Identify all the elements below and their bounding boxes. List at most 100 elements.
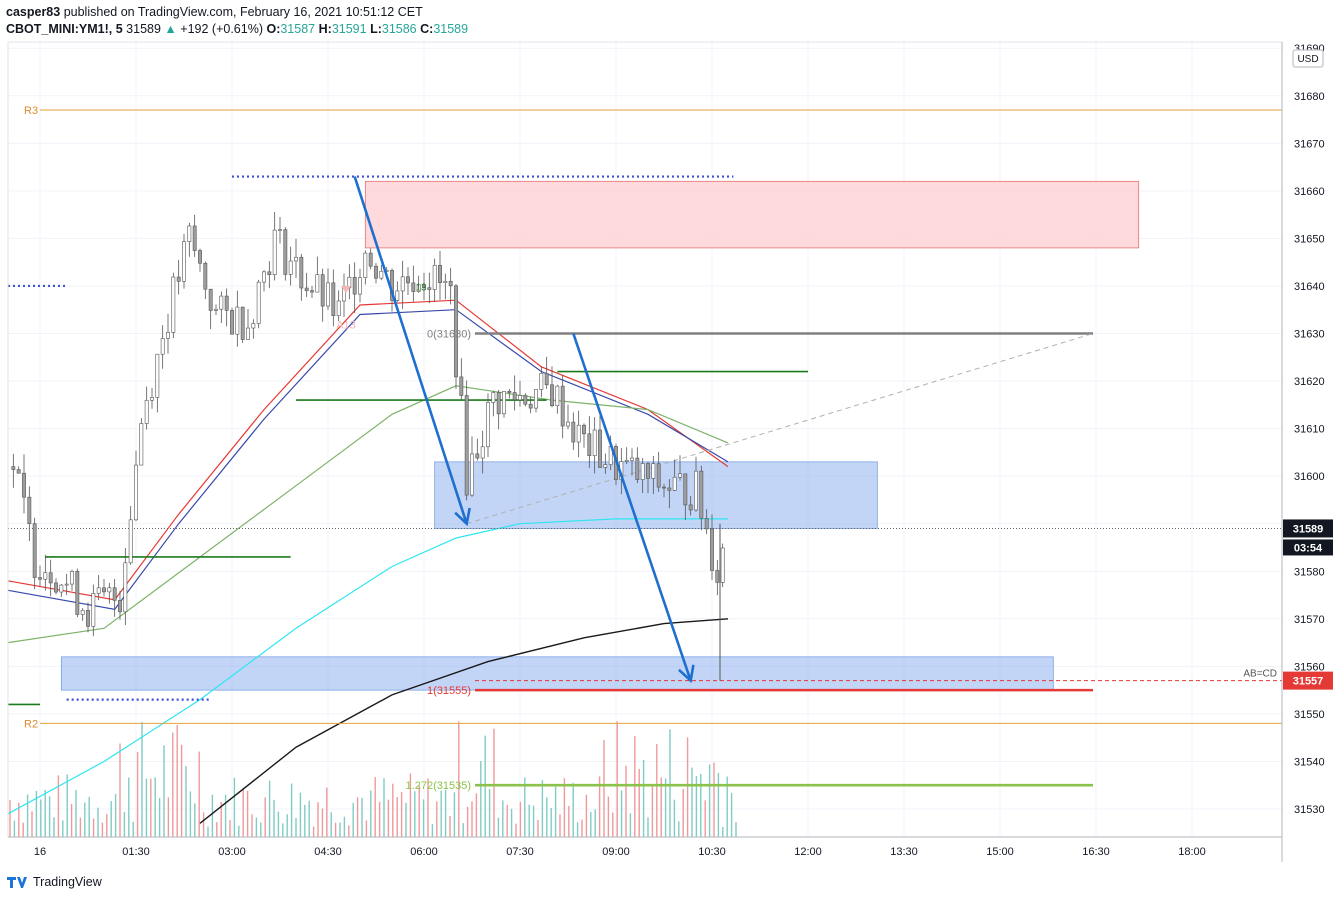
x-tick-label: 16 [34, 846, 46, 858]
abcd-price-badge-label: 31557 [1293, 676, 1324, 688]
arrow-head [678, 664, 695, 684]
moving-average-green [7, 385, 729, 644]
low-value: 31586 [381, 22, 417, 36]
pivot-label: R2 [24, 718, 38, 730]
candle-body [11, 466, 16, 470]
zones-layer [60, 180, 1140, 691]
candle-body [395, 290, 400, 301]
candle-body [118, 600, 122, 613]
candle-body [272, 229, 277, 276]
moving-average-blue [7, 309, 729, 610]
last-price-badge-label: 31589 [1293, 523, 1324, 535]
low-label: L: [370, 22, 382, 36]
y-tick-label: 31680 [1294, 91, 1325, 103]
open-label: O: [266, 22, 281, 36]
candle-body [502, 390, 506, 415]
candle-body [507, 390, 512, 393]
candle-body [432, 264, 437, 290]
candle-body [694, 470, 698, 511]
candle-body [123, 562, 128, 613]
candle-body [635, 457, 640, 480]
ohlc-line: CBOT_MINI:YM1!, 5 31589 ▲ +192 (+0.61%) … [6, 21, 1266, 38]
candle-body [400, 276, 405, 292]
y-tick-label: 31560 [1294, 661, 1325, 673]
candle-body [582, 424, 586, 435]
candle-body [219, 295, 224, 310]
y-tick-label: 31620 [1294, 376, 1325, 388]
candle-body [336, 300, 341, 316]
candle-body [464, 395, 469, 496]
x-tick-label: 12:00 [794, 846, 822, 858]
moving-average-black [199, 618, 729, 824]
y-tick-label: 31650 [1294, 233, 1325, 245]
candle-body [171, 276, 176, 333]
candle-body [454, 285, 458, 378]
candle-body [203, 262, 208, 290]
fib-level-label: 0(31630) [427, 329, 471, 341]
candle-body [91, 593, 96, 627]
candle-body [214, 308, 218, 311]
price-chart[interactable]: R3 R2 0(31630) 1(31555) 1.272(31535) AB=CD A13… [0, 0, 1340, 870]
close-label: C: [420, 22, 434, 36]
last-price: 31589 [126, 22, 161, 36]
candle-body [480, 446, 485, 459]
candle-body [571, 421, 576, 443]
candle-body [304, 287, 309, 291]
candle-body [374, 265, 378, 279]
candle-body [176, 276, 181, 282]
candle-body [294, 256, 298, 262]
close-value: 31589 [433, 22, 469, 36]
candle-body [406, 276, 410, 284]
candle-body [539, 373, 544, 390]
x-tick-label: 06:00 [410, 846, 438, 858]
candle-body [656, 463, 661, 488]
symbol-label[interactable]: CBOT_MINI:YM1!, 5 [6, 22, 123, 36]
fib-level-label: 1.272(31535) [406, 780, 471, 792]
candle-body [139, 423, 144, 466]
y-tick-label: 31570 [1294, 614, 1325, 626]
candle-body [43, 572, 48, 580]
y-tick-label: 31630 [1294, 329, 1325, 341]
y-tick-label: 31600 [1294, 471, 1325, 483]
candle-body [630, 457, 634, 461]
currency-badge [1292, 49, 1324, 68]
candle-body [587, 433, 592, 456]
candle-body [144, 399, 149, 424]
candle-body [166, 331, 170, 339]
candle-body [720, 547, 725, 583]
last-price-badge [1283, 519, 1333, 538]
trend-arrow [572, 333, 692, 682]
countdown-badge-label: 03:54 [1294, 542, 1323, 554]
candles-layer [11, 212, 725, 681]
candle-body [624, 460, 629, 462]
brand-label[interactable]: TradingView [33, 875, 102, 889]
y-tick-label: 31670 [1294, 138, 1325, 150]
candle-body [704, 518, 709, 530]
candle-body [411, 282, 416, 292]
candle-body [192, 225, 197, 251]
candle-body [160, 338, 165, 355]
candle-body [75, 571, 80, 615]
candle-body [256, 281, 261, 324]
annotation-label: A13 [336, 320, 356, 332]
candle-body [448, 280, 453, 287]
y-tick-label: 31640 [1294, 281, 1325, 293]
candle-body [443, 280, 448, 284]
arrows-layer [353, 176, 695, 684]
candle-body [262, 271, 266, 283]
candle-body [459, 376, 464, 396]
open-value: 31587 [280, 22, 316, 36]
candle-body [518, 395, 522, 401]
candle-body [368, 252, 373, 267]
author-name[interactable]: casper83 [6, 5, 61, 19]
candle-body [496, 392, 501, 415]
candle-body [486, 402, 490, 448]
plot-frame [7, 41, 1283, 838]
down-triangle-icon [341, 285, 351, 293]
candle-body [528, 403, 533, 409]
candle-body [224, 295, 229, 311]
candle-body [475, 453, 480, 459]
candle-body [662, 486, 666, 489]
candle-body [182, 241, 186, 282]
x-tick-label: 16:30 [1082, 846, 1110, 858]
